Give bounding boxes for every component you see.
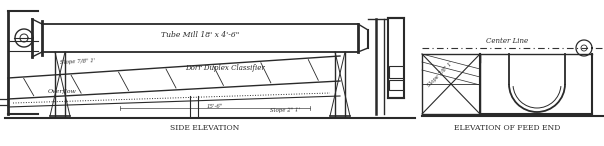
Text: ELEVATION OF FEED END: ELEVATION OF FEED END [454, 124, 560, 132]
Text: Tube Mill 18' x 4'-6": Tube Mill 18' x 4'-6" [161, 31, 239, 39]
Text: Dorr Duplex Classifier: Dorr Duplex Classifier [185, 64, 265, 72]
Text: Slope 7/8" 1': Slope 7/8" 1' [426, 60, 454, 88]
Text: Overflow: Overflow [48, 88, 77, 93]
Text: SIDE ELEVATION: SIDE ELEVATION [170, 124, 240, 132]
Bar [388, 18, 404, 98]
Bar [389, 80, 403, 90]
Bar [422, 54, 480, 114]
Text: Slope 7/8" 1': Slope 7/8" 1' [60, 59, 96, 65]
Text: Slope 2" 1': Slope 2" 1' [270, 107, 300, 113]
Bar [389, 66, 403, 78]
Text: Center Line: Center Line [486, 37, 528, 45]
Text: 15'-6": 15'-6" [207, 103, 223, 109]
